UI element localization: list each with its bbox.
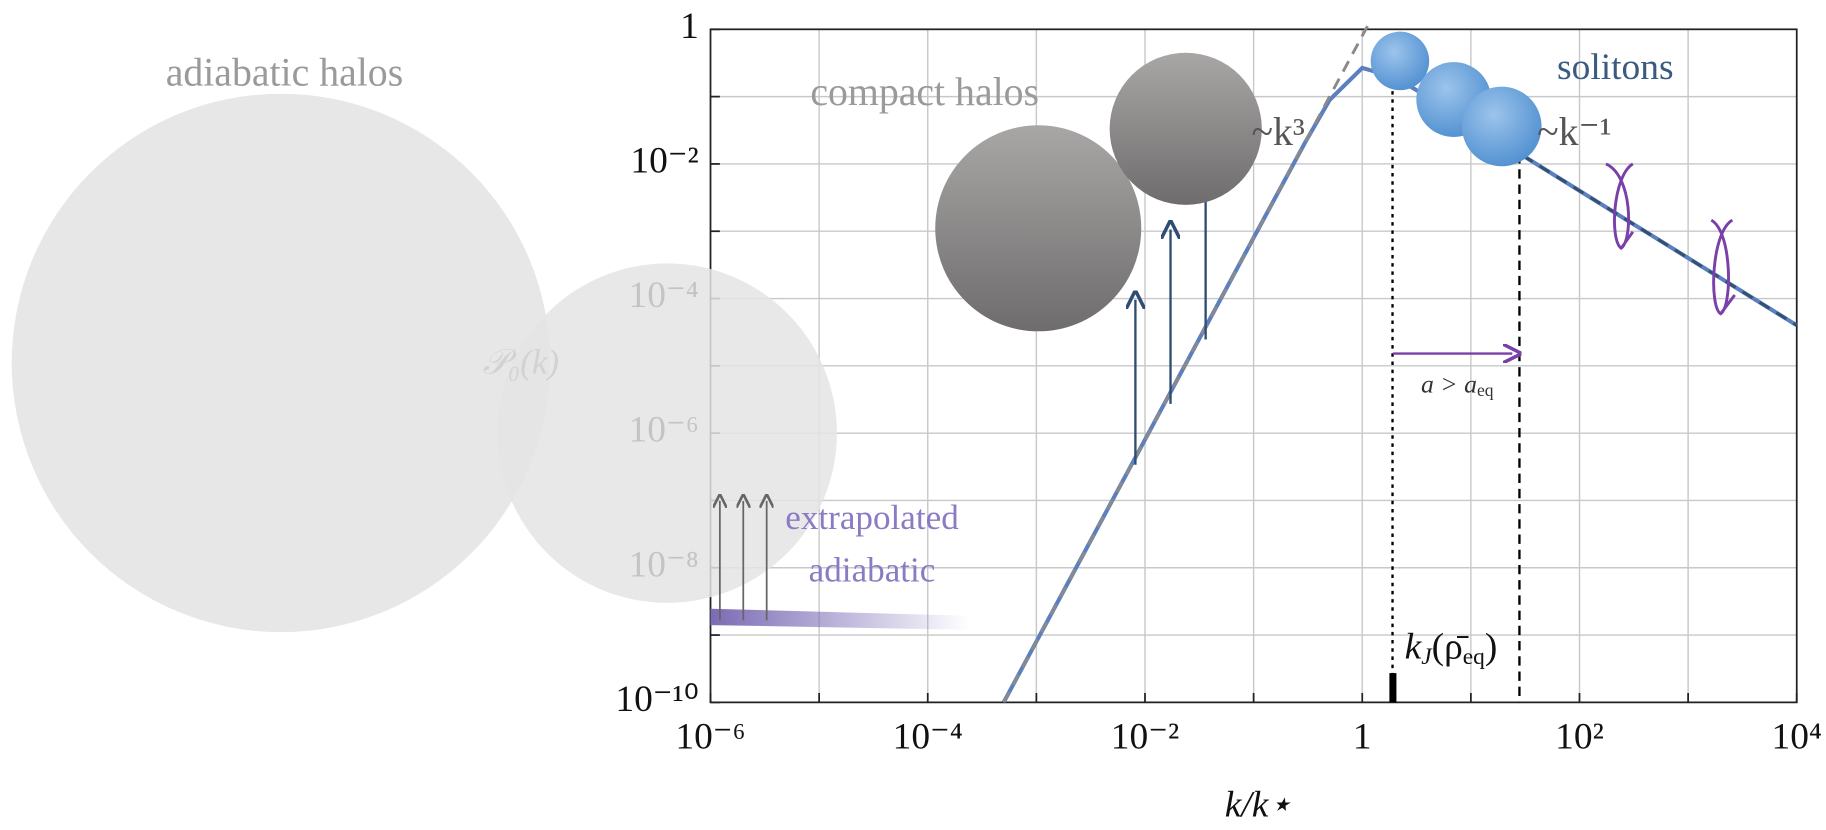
annotation-part: (ρ̄ [1432, 626, 1469, 667]
soliton [1370, 31, 1430, 91]
compact-halo [935, 125, 1142, 332]
annotation-part: ) [1485, 626, 1497, 667]
y-axis-label: 𝒫₀(k) [483, 342, 560, 381]
extrapolated-band [710, 608, 970, 630]
annotation-sub: J [1421, 644, 1433, 670]
annotation: compact halos [810, 70, 1039, 114]
annotation: ~k³ [1252, 110, 1305, 154]
annotation: kJ(ρ̄eq) [1405, 626, 1498, 670]
x-tick-label: 10⁻⁶ [675, 716, 745, 757]
x-axis-label: k/k⋆ [1225, 784, 1292, 825]
adiabatic-halo [497, 263, 837, 603]
kj-tick [1389, 673, 1397, 703]
annotation: solitons [1557, 47, 1674, 88]
annotation: a > aeq [1421, 369, 1494, 400]
adiabatic-halo [11, 93, 551, 633]
curve [1521, 154, 1797, 327]
soliton [1461, 86, 1542, 167]
compact-halo [1109, 52, 1262, 205]
annotation: extrapolated [785, 498, 959, 537]
oscillation [1710, 218, 1736, 316]
oscillation [1605, 162, 1635, 250]
y-tick-label: 10⁻¹⁰ [615, 679, 698, 720]
annotation-part: k [1405, 626, 1423, 667]
curve [1002, 19, 1373, 703]
annotation-part: a > a [1421, 369, 1477, 398]
x-tick-label: 10⁻² [1111, 716, 1179, 757]
annotation-sub: eq [1477, 380, 1494, 400]
y-tick-label: 1 [680, 6, 699, 47]
x-tick-label: 10⁻⁴ [893, 716, 963, 757]
y-tick-label: 10⁻² [630, 141, 698, 182]
x-tick-label: 10² [1555, 716, 1604, 757]
annotation: ~k⁻¹ [1537, 110, 1611, 154]
x-tick-label: 1 [1353, 716, 1372, 757]
x-tick-label: 10⁴ [1771, 716, 1821, 757]
annotation: adiabatic [809, 551, 936, 590]
annotation: adiabatic halos [166, 50, 403, 94]
annotation-sub: eq [1463, 644, 1485, 670]
